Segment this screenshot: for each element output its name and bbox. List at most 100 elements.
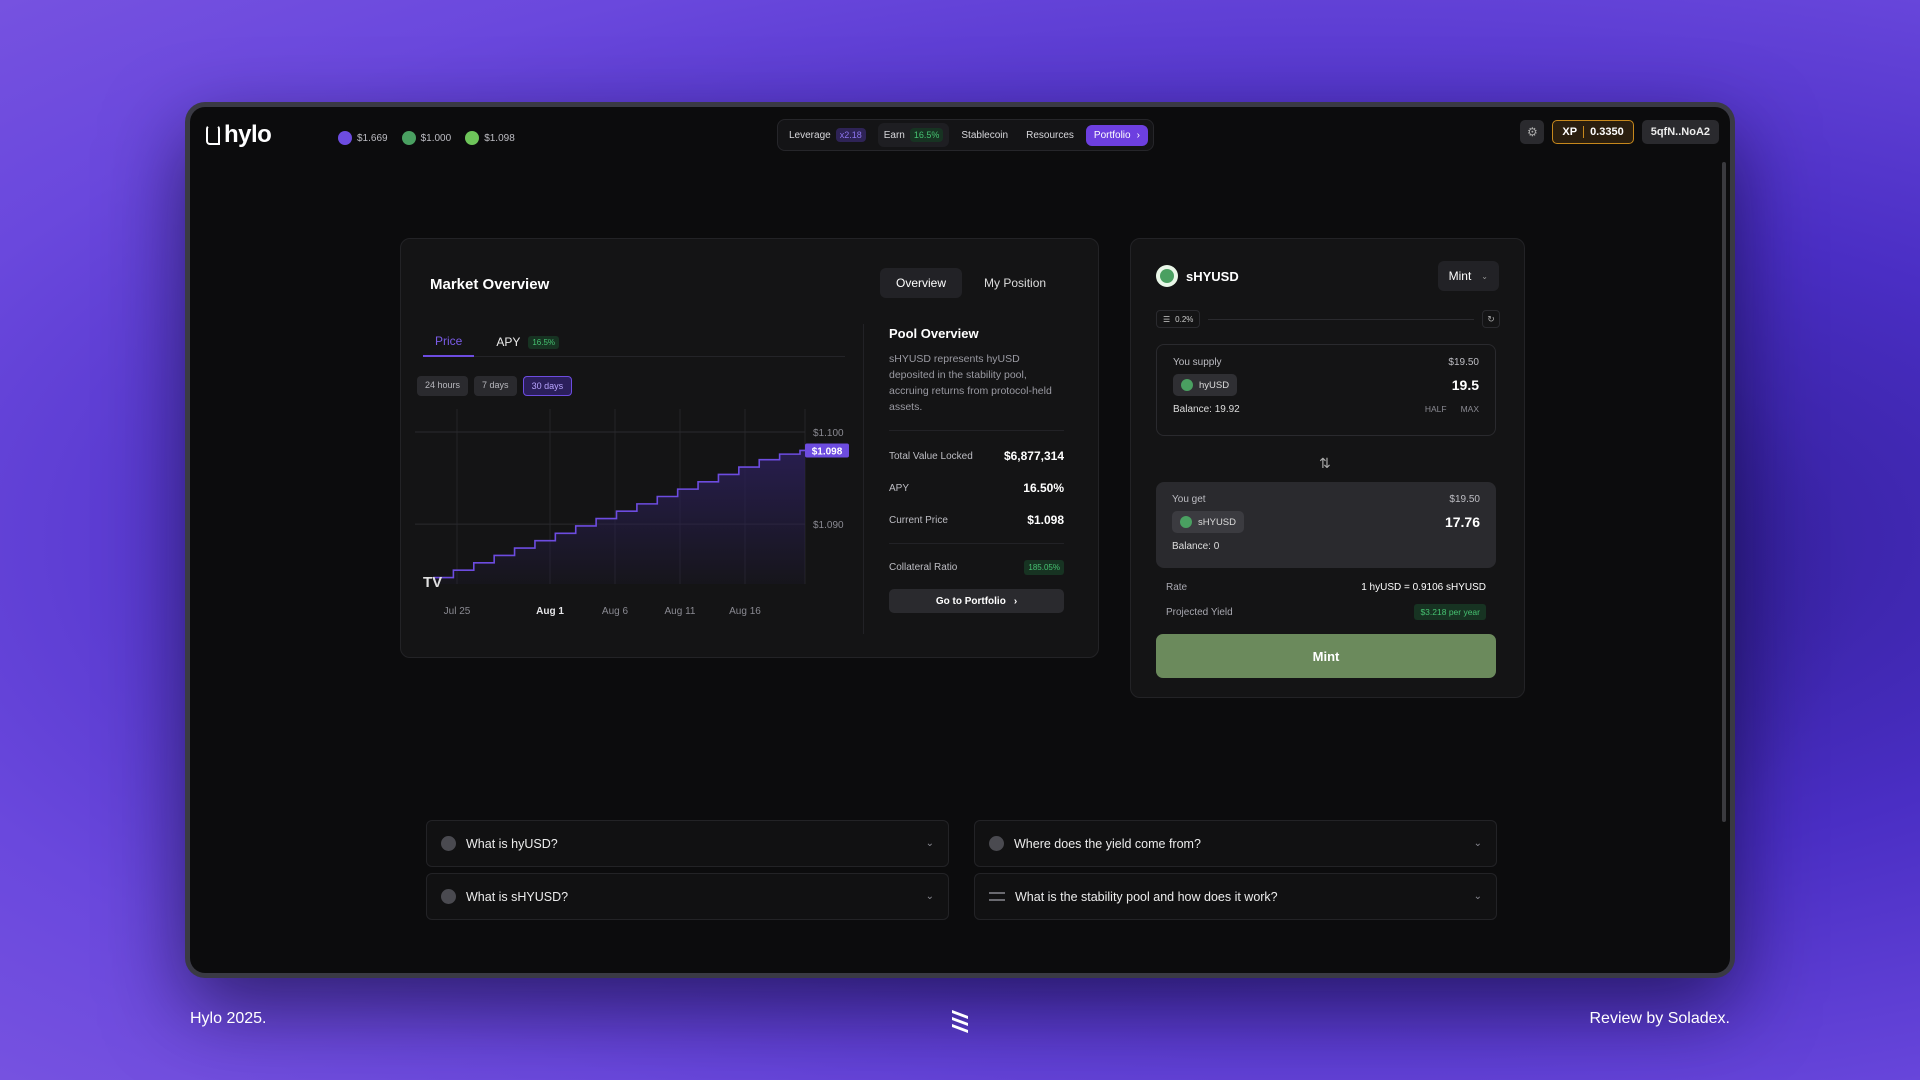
x-tick-label: Aug 6	[602, 606, 629, 617]
shyusd-coin-icon	[441, 889, 456, 904]
app-screen: hylo $1.669 $1.000 $1.098 Leverage x2.18	[190, 107, 1730, 973]
tab-my-position[interactable]: My Position	[984, 276, 1047, 290]
slippage-divider	[1208, 318, 1474, 320]
ticker-hylo: $1.669	[338, 131, 388, 145]
refresh-button[interactable]: ↻	[1482, 310, 1500, 328]
slippage-row: ☰ 0.2% ↻	[1156, 310, 1500, 328]
hylo-logo[interactable]: hylo	[206, 121, 272, 149]
supply-token-selector[interactable]: hyUSD	[1173, 374, 1238, 396]
apy-badge: 16.5%	[528, 335, 560, 349]
collateral-ratio-badge: 185.05%	[1024, 560, 1064, 575]
wallet-button[interactable]: 5qfN..NoA2	[1641, 120, 1719, 144]
chevron-right-icon: ›	[1013, 595, 1018, 607]
x-tick-label: Aug 16	[729, 606, 761, 617]
supply-label: You supply	[1173, 357, 1222, 368]
scrollbar[interactable]	[1722, 162, 1726, 822]
market-tabs: Overview My Position	[880, 268, 1062, 298]
ticker-hyusd: $1.000	[401, 131, 451, 145]
current-price-marker	[805, 443, 849, 458]
nav-leverage[interactable]: Leverage x2.18	[783, 123, 872, 147]
price-area	[433, 450, 805, 584]
supply-amount-input[interactable]: 19.5	[1451, 377, 1479, 393]
faq-item[interactable]: What is sHYUSD? ⌄	[426, 873, 949, 920]
projected-yield-badge: $3.218 per year	[1414, 604, 1486, 620]
shyusd-coin-icon	[465, 131, 480, 145]
mint-button[interactable]: Mint	[1156, 634, 1496, 678]
get-box: You get $19.50 sHYUSD 17.76 Balance: 0	[1156, 482, 1496, 568]
tab-overview[interactable]: Overview	[880, 268, 963, 298]
max-button[interactable]: MAX	[1460, 404, 1479, 414]
range-30d[interactable]: 30 days	[522, 376, 573, 396]
device-frame: hylo $1.669 $1.000 $1.098 Leverage x2.18	[185, 102, 1735, 978]
nav-stablecoin[interactable]: Stablecoin	[961, 129, 1009, 141]
mode-dropdown[interactable]: Mint ⌄	[1437, 261, 1499, 291]
current-price-label: $1.098	[812, 446, 843, 457]
tab-price[interactable]: Price	[423, 327, 475, 357]
refresh-icon: ↻	[1487, 313, 1495, 324]
supply-balance: Balance: 19.92	[1173, 404, 1240, 415]
get-label: You get	[1172, 494, 1206, 505]
price-chart[interactable]: $1.100 $1.090 $1.098 Jul 25 Aug 1 Aug 6 Aug 11…	[415, 399, 855, 629]
settings-button[interactable]: ⚙	[1520, 120, 1545, 144]
nav-earn[interactable]: Earn 16.5%	[877, 123, 950, 147]
chevron-down-icon: ⌄	[1473, 891, 1482, 902]
shyusd-coin-icon	[1180, 516, 1192, 528]
x-tick-label: Jul 25	[444, 606, 471, 617]
soladex-logo-icon	[952, 1010, 968, 1033]
projected-yield-row: Projected Yield $3.218 per year	[1166, 604, 1486, 620]
leverage-badge: x2.18	[835, 128, 866, 142]
get-token-selector[interactable]: sHYUSD	[1172, 511, 1245, 533]
pool-description: sHYUSD represents hyUSD deposited in the…	[889, 353, 1052, 413]
range-24h[interactable]: 24 hours	[417, 376, 469, 396]
x-tick-label: Aug 1	[536, 606, 564, 617]
footer-right-text: Review by Soladex.	[1589, 1010, 1730, 1027]
y-tick-label: $1.090	[813, 520, 844, 531]
footer-left-text: Hylo 2025.	[190, 1010, 267, 1027]
swap-direction-button[interactable]: ⇅	[1319, 455, 1331, 472]
price-tickers: $1.669 $1.000 $1.098	[338, 131, 515, 145]
hyusd-coin-icon	[1181, 379, 1193, 391]
nav-resources[interactable]: Resources	[1026, 129, 1074, 141]
chevron-down-icon: ⌄	[1481, 271, 1488, 281]
range-7d[interactable]: 7 days	[474, 376, 517, 396]
supply-box: You supply $19.50 hyUSD 19.5 Balance: 19…	[1156, 344, 1496, 436]
tab-apy[interactable]: APY 16.5%	[484, 327, 571, 357]
tradingview-watermark: TV	[423, 574, 442, 591]
get-usd: $19.50	[1449, 494, 1480, 505]
go-to-portfolio-button[interactable]: Go to Portfolio ›	[889, 589, 1064, 613]
hylo-coin-icon	[338, 131, 352, 145]
rate-value: 1 hyUSD = 0.9106 sHYUSD	[1361, 582, 1486, 593]
header-actions: ⚙ XP 0.3350 5qfN..NoA2	[1520, 120, 1719, 144]
ticker-shyusd: $1.098	[465, 131, 515, 145]
faq-item[interactable]: What is hyUSD? ⌄	[426, 820, 949, 867]
supply-usd: $19.50	[1448, 357, 1479, 368]
x-tick-label: Aug 11	[665, 606, 696, 617]
market-overview-title: Market Overview	[430, 276, 550, 293]
half-button[interactable]: HALF	[1424, 404, 1447, 414]
apy-row: APY 16.50%	[889, 481, 1064, 495]
slippage-button[interactable]: ☰ 0.2%	[1156, 310, 1201, 328]
faq-item[interactable]: What is the stability pool and how does …	[974, 873, 1497, 920]
xp-button[interactable]: XP 0.3350	[1552, 120, 1634, 144]
stack-icon	[989, 892, 1005, 901]
nav-portfolio-button[interactable]: Portfolio ›	[1085, 124, 1148, 146]
get-amount: 17.76	[1444, 514, 1480, 530]
mint-token-header: sHYUSD	[1156, 265, 1239, 287]
current-price-row: Current Price $1.098	[889, 513, 1064, 527]
mint-card: sHYUSD Mint ⌄ ☰ 0.2% ↻ You supply $1	[1130, 238, 1525, 698]
chevron-right-icon: ›	[1136, 129, 1140, 141]
hyusd-coin-icon	[441, 836, 456, 851]
price-line	[433, 449, 805, 579]
faq-item[interactable]: Where does the yield come from? ⌄	[974, 820, 1497, 867]
pool-overview-title: Pool Overview	[889, 326, 979, 341]
apy-value: 16.50%	[1023, 481, 1064, 495]
rate-row: Rate 1 hyUSD = 0.9106 sHYUSD	[1166, 582, 1486, 593]
range-selector: 24 hours 7 days 30 days	[417, 376, 573, 396]
y-tick-label: $1.100	[813, 428, 844, 439]
xp-divider	[1583, 126, 1585, 138]
tvl-value: $6,877,314	[1003, 449, 1064, 463]
chevron-down-icon: ⌄	[1473, 838, 1482, 849]
chevron-down-icon: ⌄	[925, 838, 934, 849]
sliders-icon: ☰	[1163, 314, 1171, 324]
earn-badge: 16.5%	[909, 128, 944, 142]
